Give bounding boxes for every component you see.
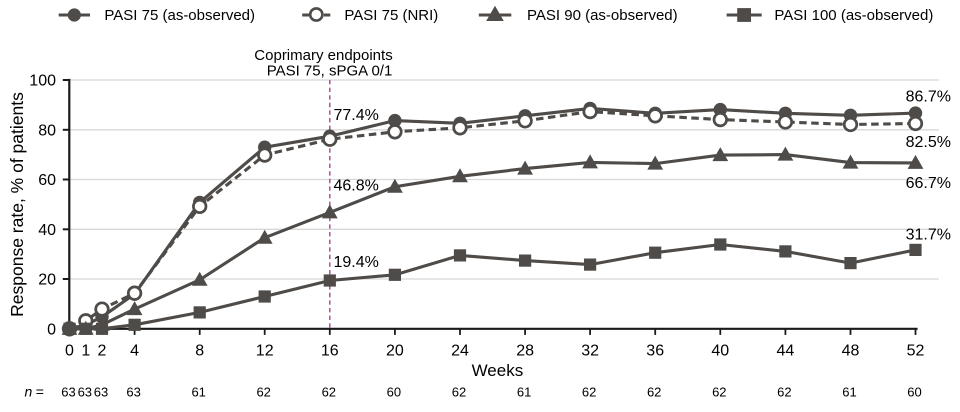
svg-text:62: 62 [712, 385, 726, 400]
svg-text:100: 100 [29, 73, 56, 90]
svg-text:62: 62 [256, 385, 270, 400]
svg-text:77.4%: 77.4% [334, 107, 379, 124]
svg-text:60: 60 [38, 172, 56, 189]
svg-text:20: 20 [38, 272, 56, 289]
svg-text:PASI 75 (as-observed): PASI 75 (as-observed) [104, 7, 255, 24]
svg-text:32: 32 [581, 342, 599, 359]
svg-text:60: 60 [387, 385, 401, 400]
svg-text:61: 61 [191, 385, 205, 400]
svg-text:Weeks: Weeks [472, 361, 524, 380]
svg-text:36: 36 [646, 342, 664, 359]
svg-text:48: 48 [842, 342, 860, 359]
svg-text:8: 8 [195, 342, 204, 359]
svg-text:19.4%: 19.4% [334, 254, 379, 271]
svg-text:31.7%: 31.7% [906, 227, 951, 244]
svg-text:PASI 90 (as-observed): PASI 90 (as-observed) [527, 7, 678, 24]
svg-text:PASI 100 (as-observed): PASI 100 (as-observed) [774, 7, 933, 24]
svg-text:Coprimary endpoints: Coprimary endpoints [254, 47, 392, 64]
svg-text:63: 63 [78, 385, 92, 400]
svg-text:60: 60 [907, 385, 921, 400]
svg-text:62: 62 [322, 385, 336, 400]
svg-text:62: 62 [452, 385, 466, 400]
svg-text:12: 12 [256, 342, 274, 359]
svg-text:80: 80 [38, 123, 56, 140]
svg-text:40: 40 [711, 342, 729, 359]
svg-text:40: 40 [38, 222, 56, 239]
svg-text:46.8%: 46.8% [334, 178, 379, 195]
svg-text:63: 63 [126, 385, 140, 400]
svg-text:63: 63 [61, 385, 75, 400]
svg-text:82.5%: 82.5% [906, 134, 951, 151]
svg-text:n: n [25, 384, 33, 400]
svg-text:62: 62 [582, 385, 596, 400]
svg-text:62: 62 [647, 385, 661, 400]
svg-text:28: 28 [516, 342, 534, 359]
svg-text:86.7%: 86.7% [906, 89, 951, 106]
svg-text:PASI 75, sPGA 0/1: PASI 75, sPGA 0/1 [267, 63, 393, 80]
svg-text:62: 62 [777, 385, 791, 400]
svg-text:61: 61 [842, 385, 856, 400]
svg-text:=: = [36, 384, 44, 400]
svg-text:24: 24 [451, 342, 469, 359]
svg-text:Response rate, % of patients: Response rate, % of patients [7, 92, 27, 317]
svg-text:20: 20 [386, 342, 404, 359]
svg-text:66.7%: 66.7% [906, 175, 951, 192]
svg-text:63: 63 [94, 385, 108, 400]
svg-text:16: 16 [321, 342, 339, 359]
svg-text:1: 1 [81, 342, 90, 359]
svg-text:2: 2 [98, 342, 107, 359]
svg-text:PASI 75 (NRI): PASI 75 (NRI) [344, 7, 438, 24]
svg-text:61: 61 [517, 385, 531, 400]
svg-text:44: 44 [777, 342, 795, 359]
svg-text:52: 52 [907, 342, 925, 359]
svg-text:0: 0 [65, 342, 74, 359]
svg-text:4: 4 [130, 342, 139, 359]
svg-text:0: 0 [47, 322, 56, 339]
